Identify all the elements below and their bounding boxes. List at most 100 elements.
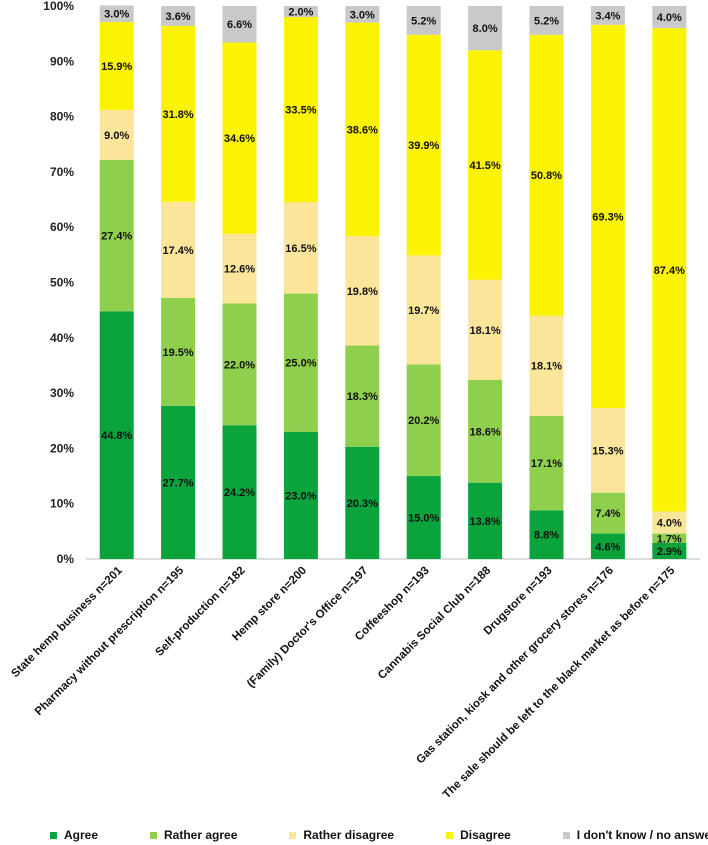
y-tick-label: 0% — [57, 552, 75, 566]
chart-legend: Agree Rather agree Rather disagree Disag… — [50, 826, 708, 844]
bar-segment-rather-agree — [529, 415, 564, 511]
legend-label: Disagree — [460, 828, 511, 842]
legend-swatch — [289, 831, 297, 839]
data-label-i-don-t-know-no-answer: 5.2% — [411, 15, 436, 27]
bar-segment-i-don-t-know-no-answer — [283, 6, 318, 18]
bar-segment-agree — [99, 311, 134, 559]
bar-segment-agree — [345, 446, 380, 559]
y-tick-label: 20% — [50, 441, 74, 455]
data-label-rather-agree: 22.0% — [224, 359, 255, 371]
data-label-disagree: 31.8% — [162, 109, 193, 121]
legend-item-rather-disagree: Rather disagree — [289, 826, 394, 844]
data-label-rather-agree: 1.7% — [657, 533, 682, 545]
legend-label: Rather disagree — [303, 828, 395, 842]
y-tick-label: 80% — [50, 110, 74, 124]
bar-segment-disagree — [652, 28, 687, 512]
y-tick-label: 10% — [50, 497, 74, 511]
data-label-rather-agree: 27.4% — [101, 230, 132, 242]
bar-segment-i-don-t-know-no-answer — [99, 5, 134, 23]
chart-bars — [99, 5, 687, 559]
data-label-disagree: 34.6% — [224, 133, 255, 145]
data-label-i-don-t-know-no-answer: 3.0% — [104, 9, 129, 21]
legend-label: Agree — [64, 828, 99, 842]
data-label-agree: 13.8% — [469, 516, 500, 528]
data-label-i-don-t-know-no-answer: 3.4% — [595, 10, 620, 22]
data-label-agree: 44.8% — [101, 430, 132, 442]
data-label-rather-disagree: 19.7% — [408, 305, 439, 317]
data-label-rather-disagree: 4.0% — [657, 518, 682, 530]
data-label-rather-disagree: 9.0% — [104, 130, 129, 142]
data-label-disagree: 39.9% — [408, 140, 439, 152]
data-label-disagree: 33.5% — [285, 105, 316, 117]
data-label-rather-agree: 18.6% — [469, 426, 500, 438]
x-tick-label: Cannabis Social Club n=188 — [376, 564, 494, 682]
data-label-rather-disagree: 17.4% — [162, 245, 193, 257]
chart-data-labels: 44.8% 27.4% 9.0% 15.9% 3.0% 27.7% 19.5% 17.4% 31… — [101, 7, 685, 558]
data-label-disagree: 87.4% — [654, 265, 685, 277]
legend-item-dont-know: I don't know / no answer — [562, 826, 708, 844]
bar-segment-agree — [222, 425, 257, 559]
bar-segment-rather-agree — [652, 533, 687, 543]
data-label-rather-disagree: 12.6% — [224, 264, 255, 276]
bar-segment-agree — [590, 533, 625, 559]
data-label-disagree: 69.3% — [592, 211, 623, 223]
bar-segment-rather-agree — [99, 159, 134, 312]
data-label-agree: 4.6% — [595, 541, 620, 553]
bar-segment-rather-disagree — [529, 315, 564, 416]
legend-item-agree: Agree — [50, 826, 98, 844]
bar-segment-i-don-t-know-no-answer — [345, 6, 380, 23]
bar-segment-i-don-t-know-no-answer — [590, 6, 625, 25]
data-label-i-don-t-know-no-answer: 3.0% — [350, 9, 375, 21]
data-label-rather-disagree: 19.8% — [347, 286, 378, 298]
bar-segment-rather-disagree — [406, 255, 441, 365]
data-label-rather-agree: 19.5% — [162, 347, 193, 359]
bar-segment-rather-agree — [283, 293, 318, 432]
y-tick-label: 70% — [50, 165, 74, 179]
bar-segment-agree — [529, 510, 564, 559]
data-label-rather-disagree: 15.3% — [592, 445, 623, 457]
y-tick-label: 40% — [50, 331, 74, 345]
data-label-i-don-t-know-no-answer: 3.6% — [166, 11, 191, 23]
bar-segment-disagree — [161, 25, 196, 202]
data-label-agree: 8.8% — [534, 530, 559, 542]
data-label-i-don-t-know-no-answer: 2.0% — [288, 7, 313, 19]
data-label-i-don-t-know-no-answer: 8.0% — [473, 23, 498, 35]
data-label-disagree: 38.6% — [347, 124, 378, 136]
bar-segment-rather-agree — [406, 364, 441, 477]
data-label-disagree: 15.9% — [101, 61, 132, 73]
data-label-rather-agree: 18.3% — [347, 391, 378, 403]
bar-segment-disagree — [345, 22, 380, 237]
bar-segment-rather-disagree — [345, 236, 380, 346]
bar-segment-rather-disagree — [468, 279, 503, 380]
bar-segment-disagree — [406, 34, 441, 256]
legend-item-disagree: Disagree — [446, 826, 511, 844]
data-label-i-don-t-know-no-answer: 4.0% — [657, 12, 682, 24]
data-label-agree: 2.9% — [657, 546, 682, 558]
bar-segment-disagree — [590, 24, 625, 409]
bar-segment-i-don-t-know-no-answer — [406, 6, 441, 35]
bar-segment-i-don-t-know-no-answer — [222, 6, 257, 43]
bar-segment-i-don-t-know-no-answer — [468, 6, 503, 51]
x-tick-label: (Family) Doctor's Office n=197 — [245, 565, 370, 690]
legend-label: Rather agree — [164, 828, 238, 842]
data-label-rather-agree: 20.2% — [408, 415, 439, 427]
bar-segment-disagree — [468, 50, 503, 280]
legend-label: I don't know / no answer — [576, 828, 708, 842]
bar-segment-rather-disagree — [283, 202, 318, 294]
bar-segment-rather-disagree — [590, 408, 625, 493]
bar-segment-agree — [468, 482, 503, 559]
bar-segment-rather-disagree — [99, 109, 134, 160]
legend-swatch — [150, 831, 158, 839]
bar-segment-agree — [161, 405, 196, 559]
bar-segment-rather-agree — [468, 379, 503, 483]
bar-segment-i-don-t-know-no-answer — [161, 6, 196, 26]
data-label-agree: 24.2% — [224, 487, 255, 499]
data-label-rather-disagree: 16.5% — [285, 243, 316, 255]
y-tick-label: 30% — [50, 386, 74, 400]
bar-segment-i-don-t-know-no-answer — [529, 6, 564, 35]
bar-segment-disagree — [529, 34, 564, 316]
data-label-rather-agree: 25.0% — [285, 358, 316, 370]
bar-segment-disagree — [283, 17, 318, 203]
